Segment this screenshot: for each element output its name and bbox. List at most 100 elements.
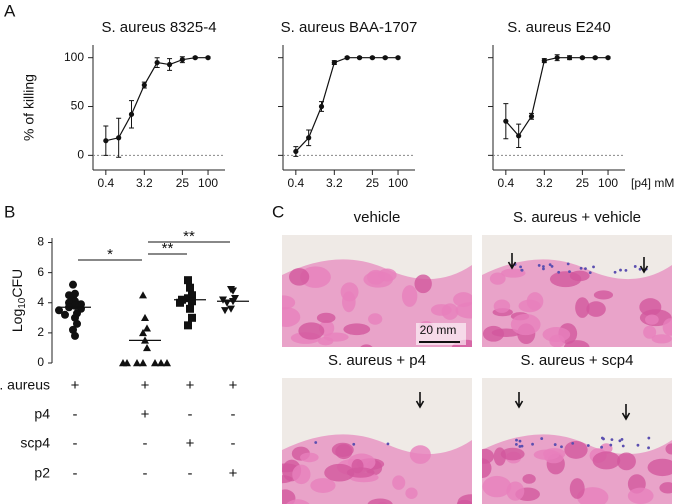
data-point (192, 55, 198, 61)
y-axis-label-part: CFU (9, 269, 25, 298)
bacterium (636, 443, 640, 447)
cell (493, 299, 511, 313)
data-point (141, 82, 147, 88)
data-point (205, 55, 211, 61)
y-tick-label: 0 (37, 355, 44, 369)
image-title: S. aureus + scp4 (521, 352, 634, 369)
bacterium (557, 270, 561, 274)
cell (340, 282, 359, 302)
bacterium (568, 270, 571, 274)
cell (500, 447, 525, 461)
data-point (605, 55, 611, 61)
cell (367, 498, 393, 504)
bacterium (624, 269, 628, 272)
bacterium (542, 267, 545, 271)
bacterium (592, 265, 595, 269)
cell (300, 452, 319, 463)
y-tick-label: 50 (71, 99, 85, 113)
bacterium (519, 265, 522, 269)
data-point (71, 313, 79, 322)
significance-label: ** (183, 228, 195, 245)
image-title: vehicle (354, 209, 401, 226)
bacterium (647, 436, 651, 440)
x-tick-label: 25 (176, 176, 190, 190)
data-point (55, 306, 63, 315)
bacterium (518, 445, 522, 448)
data-point (163, 359, 171, 367)
cell (455, 302, 472, 319)
chart-title: S. aureus BAA-1707 (281, 19, 418, 36)
cell (343, 323, 371, 336)
table-cell: + (229, 465, 238, 482)
cell (522, 474, 536, 484)
y-tick-label: 6 (37, 265, 44, 279)
cell (316, 312, 336, 323)
x-tick-label: 3.2 (536, 176, 553, 190)
x-tick-label: 0.4 (287, 176, 304, 190)
bacterium (314, 441, 318, 444)
bacterium (531, 442, 534, 446)
x-tick-label: 3.2 (136, 176, 153, 190)
cell (282, 475, 293, 484)
cell (489, 272, 506, 285)
bacterium (537, 264, 541, 267)
table-cell: - (231, 435, 236, 452)
significance-label: ** (162, 240, 174, 257)
cell (643, 325, 657, 339)
cell (331, 442, 354, 457)
x-tick-label: 3.2 (326, 176, 343, 190)
data-point (103, 138, 109, 144)
data-point (528, 113, 535, 119)
cell (401, 285, 418, 307)
y-axis-label: % of killing (21, 74, 37, 141)
y-tick-label: 4 (37, 295, 44, 309)
cell (659, 482, 672, 494)
fit-line (505, 57, 609, 137)
cell (564, 340, 590, 347)
cell (392, 475, 406, 490)
image-title: S. aureus + vehicle (513, 209, 641, 226)
y-axis-label-part: Log (9, 309, 25, 332)
bacterium (618, 439, 622, 443)
data-point (157, 359, 165, 367)
x-tick-label: 0.4 (97, 176, 114, 190)
bacterium (515, 438, 518, 442)
cell (346, 467, 375, 478)
cell (491, 328, 521, 337)
data-point (139, 359, 147, 367)
data-point (71, 331, 79, 340)
cell (292, 464, 311, 485)
data-point (503, 118, 509, 124)
cell (298, 322, 325, 340)
cell (482, 475, 512, 498)
bacterium (550, 264, 554, 268)
fit-line (105, 57, 209, 142)
data-point (184, 276, 192, 285)
data-point (293, 148, 299, 155)
bacterium (386, 442, 390, 446)
scale-bar-bg (416, 323, 466, 345)
data-point (73, 319, 81, 328)
x-unit-label: [p4] mM (631, 176, 674, 190)
cell (501, 268, 526, 278)
data-point (541, 58, 547, 64)
data-point (139, 328, 147, 337)
x-tick-label: 100 (388, 176, 408, 190)
bacterium (638, 267, 642, 271)
data-point (579, 55, 585, 61)
data-point (154, 59, 160, 66)
cell (586, 301, 606, 317)
data-point (566, 55, 573, 61)
table-cell: - (188, 465, 193, 482)
row-label: S. aureus (0, 377, 50, 393)
data-point (306, 135, 312, 141)
cell (651, 334, 672, 344)
cell (569, 270, 590, 282)
cell (405, 487, 418, 499)
bacterium (553, 443, 557, 446)
cell (368, 313, 383, 325)
table-cell: + (141, 406, 150, 423)
data-point (143, 343, 151, 352)
scale-bar-label: 20 mm (420, 323, 457, 337)
row-label: scp4 (20, 435, 50, 451)
